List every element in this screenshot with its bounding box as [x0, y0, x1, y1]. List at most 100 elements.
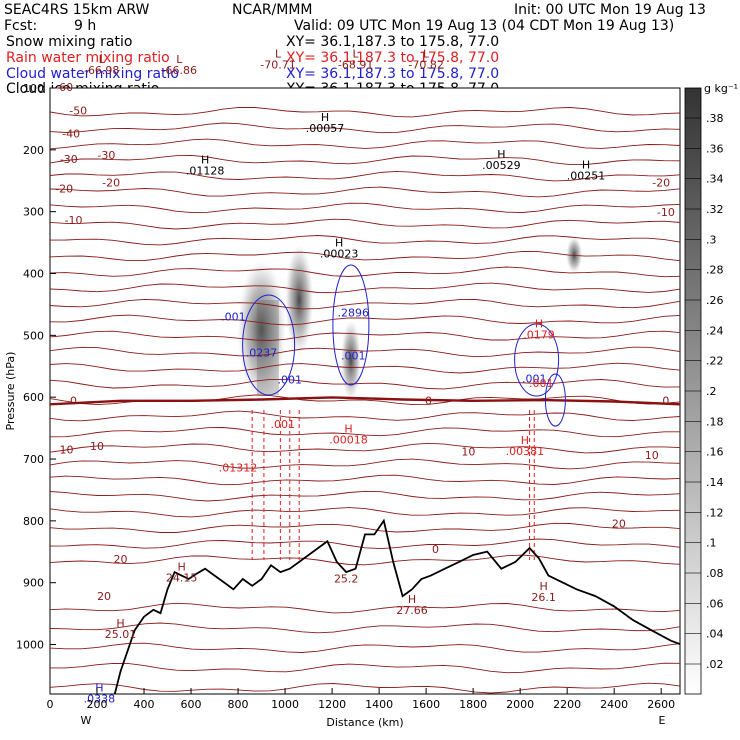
init-time: Init: 00 UTC Mon 19 Aug 13	[514, 2, 706, 18]
colorbar-label-15: .08	[706, 567, 724, 580]
extremum-value-27: .0338	[84, 692, 116, 705]
extremum-mark-26: H	[540, 580, 548, 593]
isotherm-16	[50, 362, 680, 374]
colorbar-label-3: .32	[706, 203, 724, 216]
colorbar-label-0: .38	[706, 112, 724, 125]
extremum-value-6: .01128	[186, 165, 225, 178]
extremum-value-8: .00251	[567, 170, 606, 183]
x-tick-label-2200: 2200	[553, 698, 581, 711]
isotherm-label-3: -30	[60, 153, 78, 166]
x-tick-label-800: 800	[228, 698, 249, 711]
isotherm-label-12: 0	[662, 394, 669, 407]
extremum-value-13: .001	[341, 350, 366, 363]
extremum-mark-25: H	[408, 593, 416, 606]
colorbar-label-4: .3	[706, 233, 717, 246]
isotherm-label-7: -20	[652, 176, 670, 189]
extremum-value-20: .00381	[506, 445, 545, 458]
colorbar-label-16: .06	[706, 597, 724, 610]
field-xy-rain: XY= 36.1,187.3 to 175.8, 77.0	[286, 50, 500, 66]
forecast-label: Fcst:	[4, 18, 38, 34]
cloud-water-contour-0	[242, 294, 296, 396]
extremum-value-17: .001	[529, 377, 554, 390]
colorbar-label-18: .02	[706, 658, 724, 671]
isotherm-label-11: 0	[425, 394, 432, 407]
isotherm-label-4: -30	[97, 149, 115, 162]
extremum-value-25: 27.66	[396, 604, 428, 617]
y-axis-label: Pressure (hPa)	[4, 352, 17, 431]
x-tick-label-2600: 2600	[647, 698, 675, 711]
extremum-value-16: .001	[522, 372, 547, 385]
extremum-mark-8: H	[582, 159, 590, 172]
isotherm-label-5: -20	[55, 183, 73, 196]
extremum-value-7: .00529	[482, 159, 521, 172]
isotherm-8	[50, 235, 680, 246]
x-tick-label-200: 200	[87, 698, 108, 711]
snow-shading-1	[285, 245, 314, 355]
cloud-water-contour-2	[514, 323, 560, 397]
isotherm-7	[50, 218, 680, 230]
isotherm-17	[50, 378, 680, 390]
isotherm-5	[50, 186, 680, 198]
extremum-value-0: -66.98	[84, 64, 119, 77]
x-tick-label-1800: 1800	[459, 698, 487, 711]
isotherm-14	[50, 330, 680, 341]
extremum-value-22: 25.01	[105, 628, 137, 641]
isotherm-label-6: -20	[102, 176, 120, 189]
extremum-value-26: 26.1	[531, 591, 556, 604]
valid-time: Valid: 09 UTC Mon 19 Aug 13 (04 CDT Mon …	[294, 18, 675, 34]
y-tick-label-400: 400	[23, 268, 44, 281]
isotherm-label-17: 20	[114, 553, 128, 566]
field-name-cloud-water: Cloud water mixing ratio	[6, 66, 179, 82]
isotherm-label-20: 0	[432, 543, 439, 556]
snow-shading-3	[340, 320, 361, 400]
isotherm-24	[50, 490, 680, 502]
x-axis: 0 200 400 600 800 1000 1200 1400 1600 1800 2000 220…	[47, 688, 675, 711]
isotherm-label-1: -50	[69, 104, 87, 117]
y-tick-label-200: 200	[23, 144, 44, 157]
field-xy-snow: XY= 36.1,187.3 to 175.8, 77.0	[286, 34, 500, 50]
snow-shading-0	[237, 260, 286, 400]
extremum-value-1: -66.86	[162, 64, 197, 77]
extremum-mark-20: H	[521, 434, 529, 447]
plot-area: -60 -50 -40 -30 -30 -20 -20 -20 -10 -10 0 0 0 10 10 10 1…	[49, 48, 681, 705]
x-tick-label-2400: 2400	[600, 698, 628, 711]
extremum-mark-23: H	[178, 561, 186, 574]
isotherm-15	[50, 346, 680, 358]
isotherm-31	[50, 642, 680, 653]
colorbar-label-10: .18	[706, 415, 724, 428]
y-tick-label-600: 600	[23, 391, 44, 404]
x-tick-label-1600: 1600	[412, 698, 440, 711]
extremum-mark-19: H	[344, 422, 352, 435]
isotherm-26	[50, 522, 680, 533]
isotherm-27	[50, 538, 680, 550]
zero-isotherm	[50, 396, 680, 406]
org-title: NCAR/MMM	[232, 2, 313, 18]
isotherm-25	[50, 507, 680, 518]
y-axis: 100 200 300 400 500 600 700 800 900 1000	[16, 82, 56, 652]
isotherm-label-0: -60	[55, 81, 73, 94]
extremum-mark-1: L	[176, 53, 183, 66]
isotherm-20	[50, 427, 680, 438]
snow-shading-2	[566, 237, 583, 273]
isotherm-33	[50, 682, 680, 694]
colorbar-label-5: .28	[706, 264, 724, 277]
extremum-value-21: .01312	[219, 461, 258, 474]
isotherm-13	[50, 314, 680, 326]
isotherm-28	[50, 554, 680, 566]
isotherm-label-9: -10	[657, 206, 675, 219]
x-tick-label-0: 0	[47, 698, 54, 711]
y-tick-label-700: 700	[23, 453, 44, 466]
colorbar-label-14: .1	[706, 537, 717, 550]
isotherm-32	[50, 662, 680, 674]
x-tick-label-1200: 1200	[318, 698, 346, 711]
x-tick-label-600: 600	[181, 698, 202, 711]
x-tick-label-400: 400	[134, 698, 155, 711]
isotherm-23	[50, 474, 680, 486]
extremum-mark-4: L	[423, 48, 430, 61]
isotherm-4	[50, 170, 680, 182]
extremum-value-19: .00018	[329, 433, 368, 446]
extremum-mark-27: H	[95, 681, 103, 694]
extremum-value-12: .0237	[246, 346, 278, 359]
isotherm-label-10: 0	[70, 394, 77, 407]
